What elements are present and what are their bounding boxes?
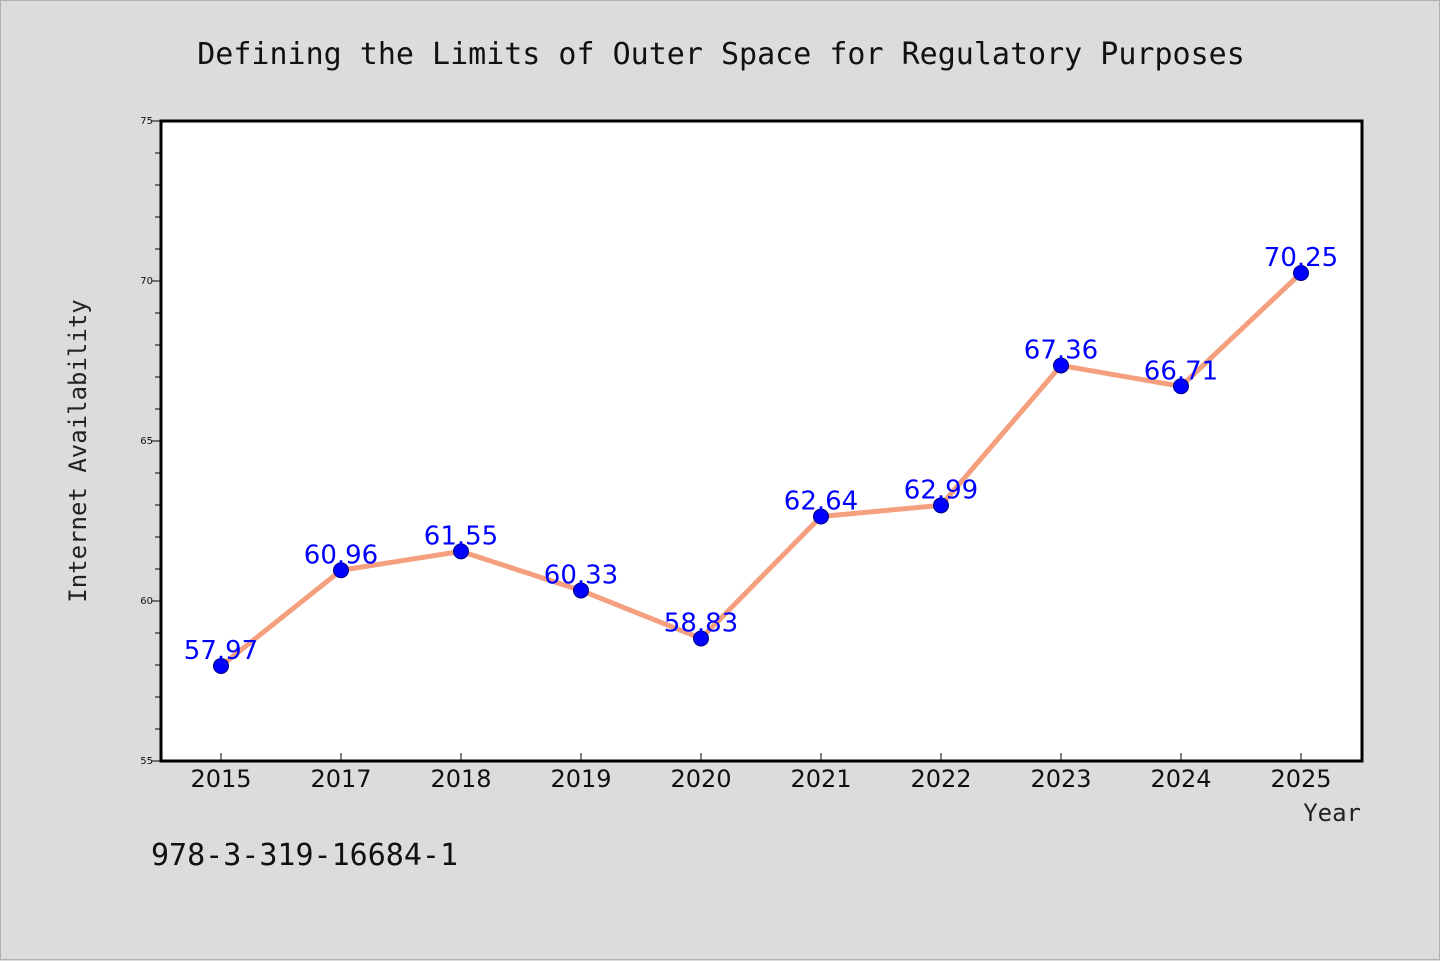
data-point xyxy=(693,630,709,647)
data-point xyxy=(933,497,949,514)
data-point xyxy=(813,508,829,525)
plot-area xyxy=(159,119,1364,763)
data-point xyxy=(333,562,349,579)
x-tick-label: 2019 xyxy=(550,765,611,793)
data-labels: 57.97 60.96 61.55 60.33 58.83 62.64 62.99 67.36… xyxy=(184,243,1338,666)
x-tick-label: 2020 xyxy=(670,765,731,793)
data-label: 60.33 xyxy=(544,560,618,590)
y-tick-label: 65 xyxy=(140,436,153,447)
chart-title: Defining the Limits of Outer Space for R… xyxy=(197,37,1245,72)
x-tick-label: 2015 xyxy=(190,765,251,793)
data-point xyxy=(1053,357,1069,374)
data-point xyxy=(453,543,469,560)
y-tick-label: 70 xyxy=(140,276,153,287)
data-markers xyxy=(213,265,1309,674)
x-tick-label: 2025 xyxy=(1270,765,1331,793)
y-tick-label: 75 xyxy=(140,116,153,127)
x-tick-label: 2021 xyxy=(790,765,851,793)
data-label: 67.36 xyxy=(1024,335,1098,365)
data-point xyxy=(1173,378,1189,395)
data-label: 60.96 xyxy=(304,540,378,570)
series-line xyxy=(219,271,1303,668)
y-axis-label: Internet Availability xyxy=(64,299,92,602)
data-label: 62.99 xyxy=(904,475,978,505)
x-axis-label: Year xyxy=(1303,799,1361,827)
data-label: 61.55 xyxy=(424,521,498,551)
data-label: 66.71 xyxy=(1144,356,1218,386)
data-label: 70.25 xyxy=(1264,243,1338,273)
data-label: 58.83 xyxy=(664,608,738,638)
x-tick-label: 2024 xyxy=(1150,765,1211,793)
x-tick-label: 2017 xyxy=(310,765,371,793)
y-tick-label: 55 xyxy=(140,756,153,767)
x-tick-label: 2018 xyxy=(430,765,491,793)
y-axis-ticks: 55 60 65 70 75 xyxy=(140,116,161,767)
x-tick-label: 2022 xyxy=(910,765,971,793)
y-tick-label: 60 xyxy=(140,596,153,607)
data-label: 62.64 xyxy=(784,487,858,517)
x-tick-label: 2023 xyxy=(1030,765,1091,793)
x-axis-ticks: 2015 2017 2018 2019 2020 2021 2022 2023 2024 2025 xyxy=(190,753,1332,793)
isbn-footnote: 978-3-319-16684-1 xyxy=(151,838,458,873)
data-point xyxy=(1293,265,1309,281)
data-label: 57.97 xyxy=(184,636,258,666)
data-point xyxy=(213,657,229,674)
data-point xyxy=(573,582,589,599)
